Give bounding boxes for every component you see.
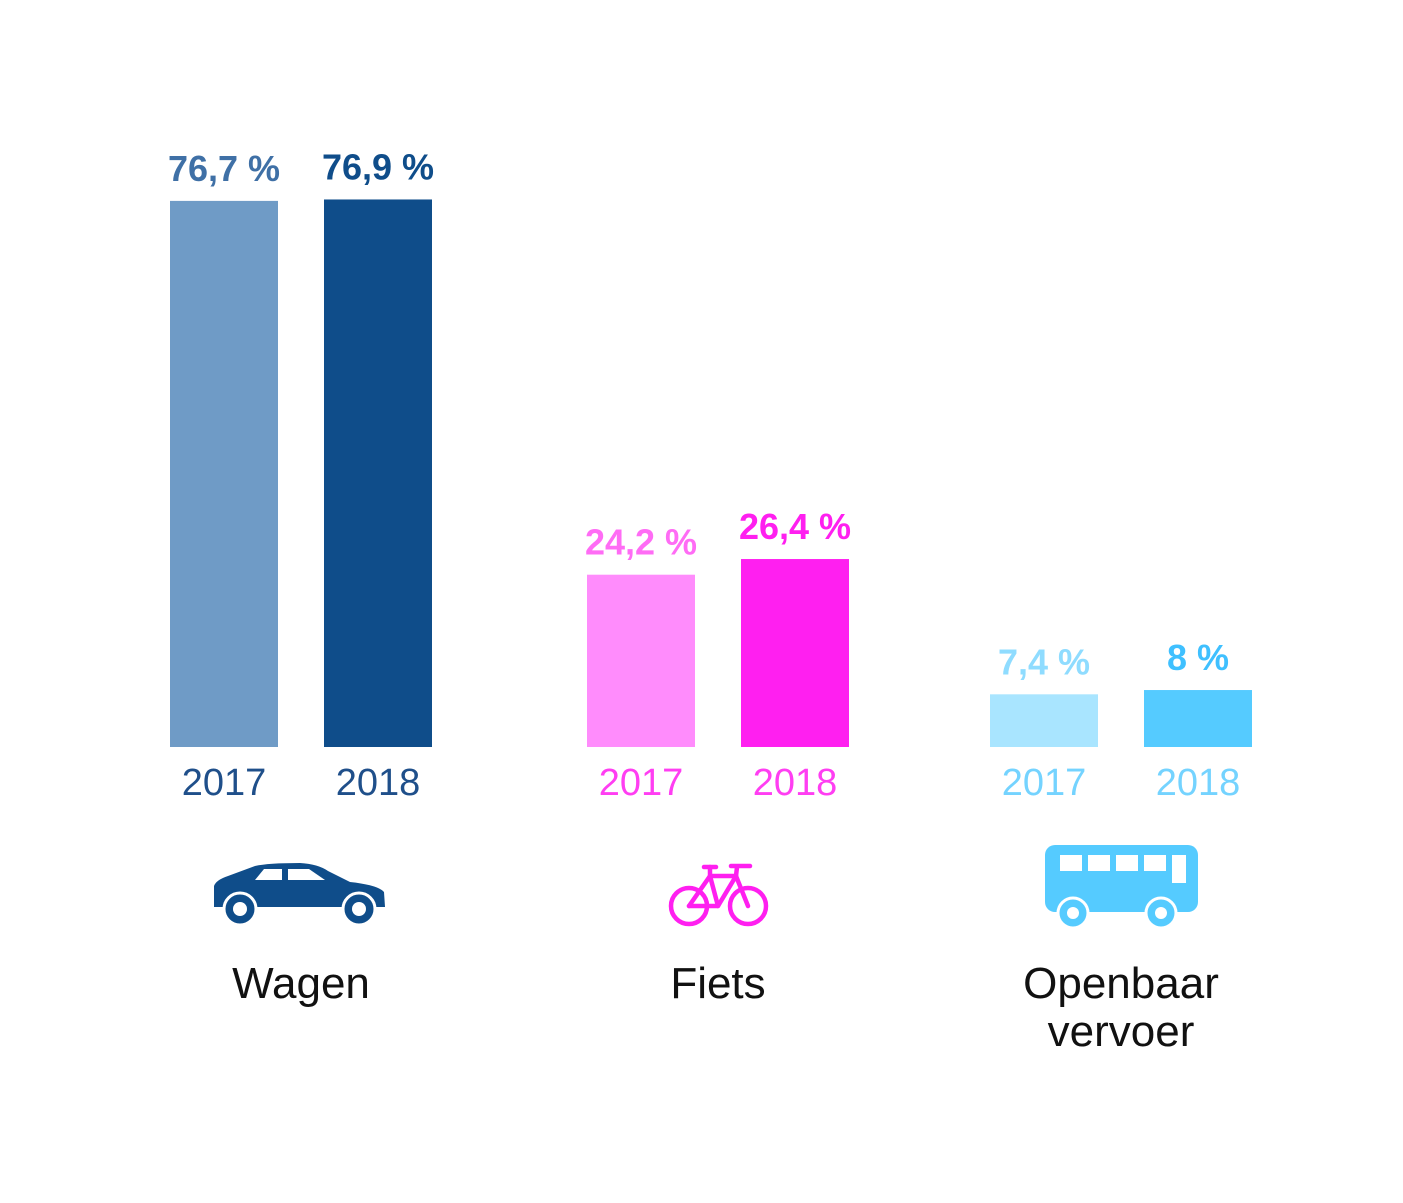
bus-icon (1045, 845, 1198, 930)
year-label: 2018 (336, 762, 421, 804)
bar-0-2017 (170, 200, 278, 747)
value-label: 26,4 % (739, 506, 851, 547)
value-label: 76,7 % (168, 148, 280, 189)
category-label-line: Wagen (232, 959, 370, 1008)
bar-2-2018 (1144, 690, 1252, 747)
category-label: Openbaar vervoer (1023, 959, 1219, 1056)
bar-1-2018 (741, 559, 849, 747)
value-label: 7,4 % (998, 641, 1090, 682)
year-label: 2017 (182, 762, 267, 804)
category-label-line: Fiets (670, 959, 765, 1008)
category-label: Fiets (670, 959, 765, 1008)
year-label: 2017 (1002, 762, 1087, 804)
bicycle-icon (668, 863, 769, 927)
category-label: Wagen (232, 959, 370, 1008)
bar-1-2017 (587, 574, 695, 747)
bar-group-0: 76,7 % 2017 76,9 % 2018 Wagen (168, 146, 434, 1008)
category-label-line: vervoer (1048, 1007, 1195, 1056)
category-label-line: Openbaar (1023, 959, 1219, 1008)
value-label: 24,2 % (585, 522, 697, 563)
car-icon (214, 863, 385, 927)
bar-0-2018 (324, 199, 432, 748)
year-label: 2017 (599, 762, 684, 804)
value-label: 8 % (1167, 637, 1229, 678)
bar-group-2: 7,4 % 2017 8 % 2018 Openbaar vervoer (990, 637, 1252, 1056)
bar-group-1: 24,2 % 2017 26,4 % 2018 Fiets (585, 506, 851, 1008)
year-label: 2018 (753, 762, 838, 804)
bar-2-2017 (990, 694, 1098, 747)
value-label: 76,9 % (322, 146, 434, 187)
year-label: 2018 (1156, 762, 1241, 804)
